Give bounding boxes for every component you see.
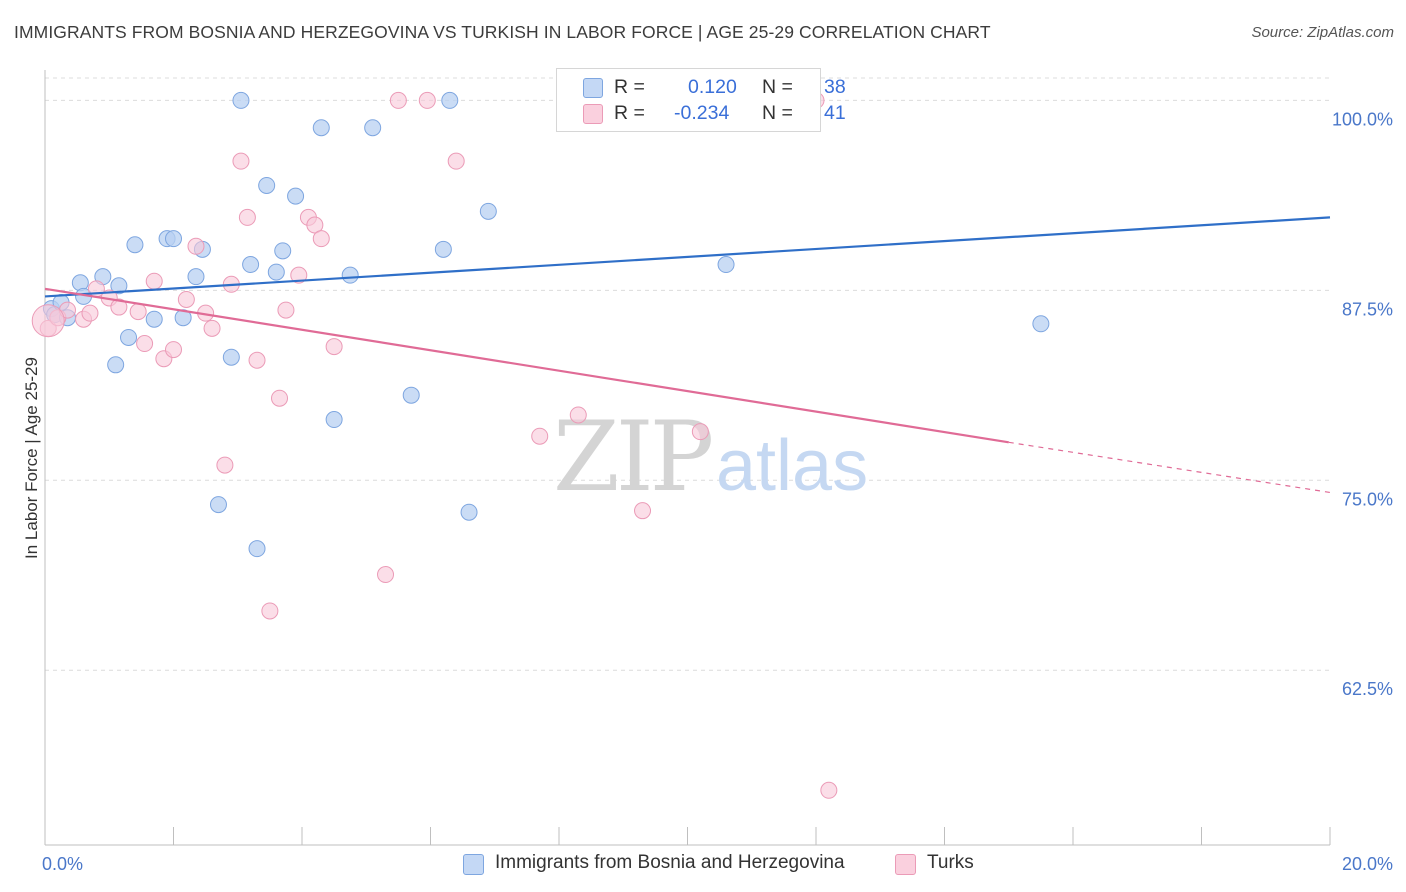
legend-n-label: N =: [762, 76, 793, 98]
data-point-bosnia: [312, 119, 330, 137]
data-point-bosnia: [287, 187, 305, 205]
legend-n-value: 38: [824, 76, 846, 98]
data-point-bosnia: [107, 356, 125, 374]
data-point-bosnia: [341, 266, 359, 284]
legend-r-label: R =: [614, 76, 645, 98]
legend-r-label: R =: [614, 102, 645, 124]
legend-n-value: 41: [824, 102, 846, 124]
data-point-turks: [238, 208, 256, 226]
data-point-turks: [203, 319, 221, 337]
data-point-bosnia: [165, 230, 182, 248]
data-point-bosnia: [222, 348, 240, 366]
correlation-legend: R = 0.120 N = 38 R = -0.234 N = 41: [556, 68, 846, 132]
bottom-legend-swatch-pink: [895, 854, 916, 875]
data-point-bosnia: [120, 328, 138, 346]
data-point-turks: [271, 389, 289, 407]
data-point-turks: [634, 502, 652, 520]
watermark-atlas: atlas: [716, 426, 868, 506]
data-point-turks: [165, 341, 182, 359]
data-point-turks: [145, 272, 163, 290]
legend-n-label: N =: [762, 102, 793, 124]
tick-labels: 62.5% 75.0% 87.5% 100.0% 0.0% 20.0%: [42, 109, 1393, 874]
data-point-bosnia: [1032, 315, 1050, 333]
data-point-turks: [418, 91, 436, 109]
data-point-turks: [248, 351, 266, 369]
series-turks-points: [31, 91, 838, 799]
legend-r-value: 0.120: [688, 76, 737, 98]
data-point-bosnia: [460, 503, 478, 521]
trend-line-turks-extrapolated: [1008, 441, 1331, 494]
data-point-bosnia: [402, 386, 420, 404]
data-point-turks: [81, 304, 99, 322]
source-label: Source: ZipAtlas.com: [1251, 24, 1394, 41]
data-point-turks: [187, 237, 205, 255]
y-tick-label: 87.5%: [1342, 299, 1393, 319]
data-point-bosnia: [441, 91, 459, 109]
data-point-turks: [820, 781, 838, 799]
data-point-bosnia: [232, 91, 250, 109]
data-point-turks: [129, 303, 147, 321]
data-point-turks: [232, 152, 250, 170]
data-point-turks: [261, 602, 279, 620]
trend-line-turks: [44, 287, 1009, 444]
y-axis-label: In Labor Force | Age 25-29: [22, 357, 41, 559]
data-point-turks: [290, 266, 308, 284]
trend-line-bosnia: [44, 216, 1331, 298]
x-tick-label: 20.0%: [1342, 854, 1393, 874]
data-point-bosnia: [242, 256, 260, 274]
trend-lines: [44, 216, 1331, 494]
data-point-turks: [312, 230, 330, 248]
data-point-bosnia: [325, 411, 343, 429]
series-bosnia-points: [42, 91, 1050, 558]
data-point-bosnia: [267, 263, 285, 281]
x-tick-label: 0.0%: [42, 854, 83, 874]
data-point-turks: [177, 290, 195, 308]
data-point-bosnia: [717, 256, 735, 274]
y-tick-label: 100.0%: [1332, 109, 1393, 129]
data-point-bosnia: [187, 268, 205, 286]
y-tick-label: 62.5%: [1342, 679, 1393, 699]
data-point-turks: [531, 427, 549, 445]
legend-r-value: -0.234: [674, 102, 730, 124]
data-point-turks: [31, 304, 65, 338]
data-point-turks: [325, 338, 343, 356]
data-point-bosnia: [209, 496, 227, 514]
data-point-bosnia: [110, 277, 128, 295]
data-point-bosnia: [145, 310, 163, 328]
data-point-bosnia: [479, 202, 497, 220]
data-point-bosnia: [258, 176, 276, 194]
data-point-bosnia: [248, 540, 266, 558]
axes: [44, 70, 1331, 846]
legend-swatch-blue: [583, 78, 603, 98]
chart-title: IMMIGRANTS FROM BOSNIA AND HERZEGOVINA V…: [14, 22, 991, 42]
data-point-turks: [277, 301, 295, 319]
bottom-legend-swatch-blue: [463, 854, 484, 875]
bottom-legend-label: Immigrants from Bosnia and Herzegovina: [495, 852, 845, 873]
bottom-legend-label: Turks: [927, 852, 974, 873]
legend-swatch-pink: [583, 104, 603, 124]
data-point-turks: [306, 216, 324, 234]
data-point-turks: [389, 91, 407, 109]
data-point-bosnia: [274, 242, 292, 260]
data-point-turks: [691, 423, 709, 441]
data-point-turks: [110, 298, 128, 316]
data-point-bosnia: [126, 236, 144, 254]
data-point-turks: [447, 152, 465, 170]
data-point-bosnia: [174, 309, 192, 327]
data-point-turks: [377, 566, 395, 584]
data-point-turks: [569, 406, 587, 424]
data-point-turks: [216, 456, 234, 474]
y-tick-label: 75.0%: [1342, 489, 1393, 509]
data-point-bosnia: [364, 119, 382, 137]
data-point-turks: [136, 335, 154, 353]
data-point-bosnia: [434, 240, 452, 258]
